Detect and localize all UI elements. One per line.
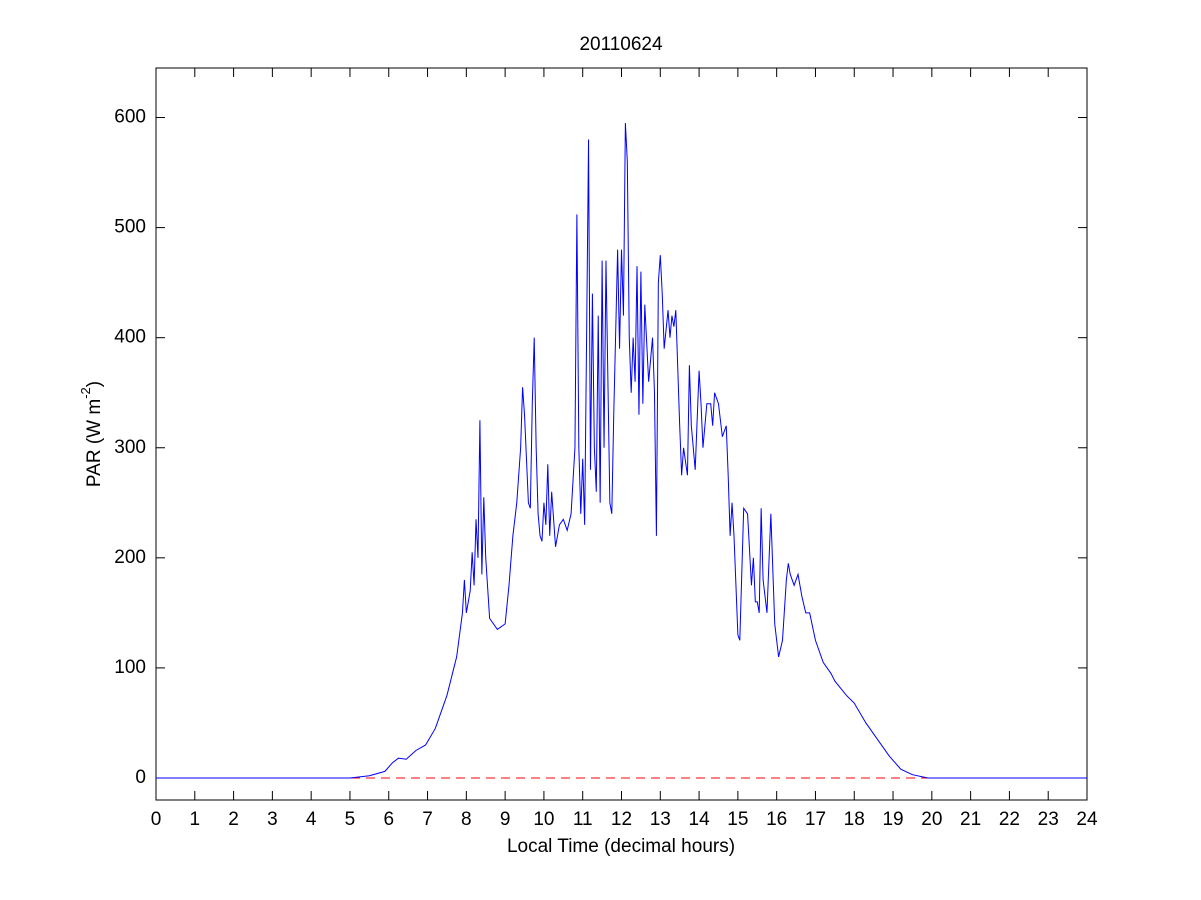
- x-tick-label: 13: [650, 809, 671, 830]
- x-tick-label: 14: [689, 809, 711, 830]
- y-axis-label-main: PAR (W m: [84, 399, 105, 487]
- x-tick-label: 9: [500, 809, 511, 830]
- x-tick-label: 10: [533, 809, 554, 830]
- y-tick-label: 500: [114, 217, 146, 238]
- y-axis-label-tail: ): [84, 381, 105, 387]
- x-tick-label: 16: [766, 809, 787, 830]
- x-tick-label: 2: [228, 809, 239, 830]
- y-tick-label: 0: [135, 767, 146, 788]
- y-axis-label-sup: -2: [78, 387, 93, 399]
- x-tick-label: 7: [422, 809, 433, 830]
- y-tick-label: 600: [114, 107, 146, 128]
- x-tick-label: 5: [345, 809, 356, 830]
- x-tick-label: 8: [461, 809, 472, 830]
- x-tick-label: 20: [921, 809, 942, 830]
- y-tick-label: 400: [114, 327, 146, 348]
- chart-title: 20110624: [579, 34, 663, 55]
- x-tick-label: 4: [306, 809, 317, 830]
- x-tick-label: 3: [267, 809, 278, 830]
- x-tick-label: 18: [844, 809, 865, 830]
- y-tick-label: 200: [114, 547, 146, 568]
- x-tick-label: 24: [1076, 809, 1098, 830]
- x-tick-label: 19: [882, 809, 903, 830]
- y-axis-label: PAR (W m-2): [78, 381, 105, 487]
- y-tick-label: 300: [114, 437, 146, 458]
- x-tick-label: 0: [151, 809, 162, 830]
- x-tick-label: 15: [727, 809, 748, 830]
- x-tick-label: 22: [999, 809, 1020, 830]
- x-axis-label: Local Time (decimal hours): [507, 836, 735, 857]
- plot-frame: [155, 67, 1088, 801]
- data-line: [156, 123, 1087, 779]
- x-tick-label: 17: [805, 809, 826, 830]
- x-tick-label: 1: [190, 809, 201, 830]
- x-tick-label: 11: [573, 809, 593, 830]
- x-tick-label: 23: [1038, 809, 1059, 830]
- x-tick-label: 21: [960, 809, 981, 830]
- y-tick-label: 100: [114, 657, 146, 678]
- x-tick-label: 12: [611, 809, 632, 830]
- x-tick-label: 6: [383, 809, 394, 830]
